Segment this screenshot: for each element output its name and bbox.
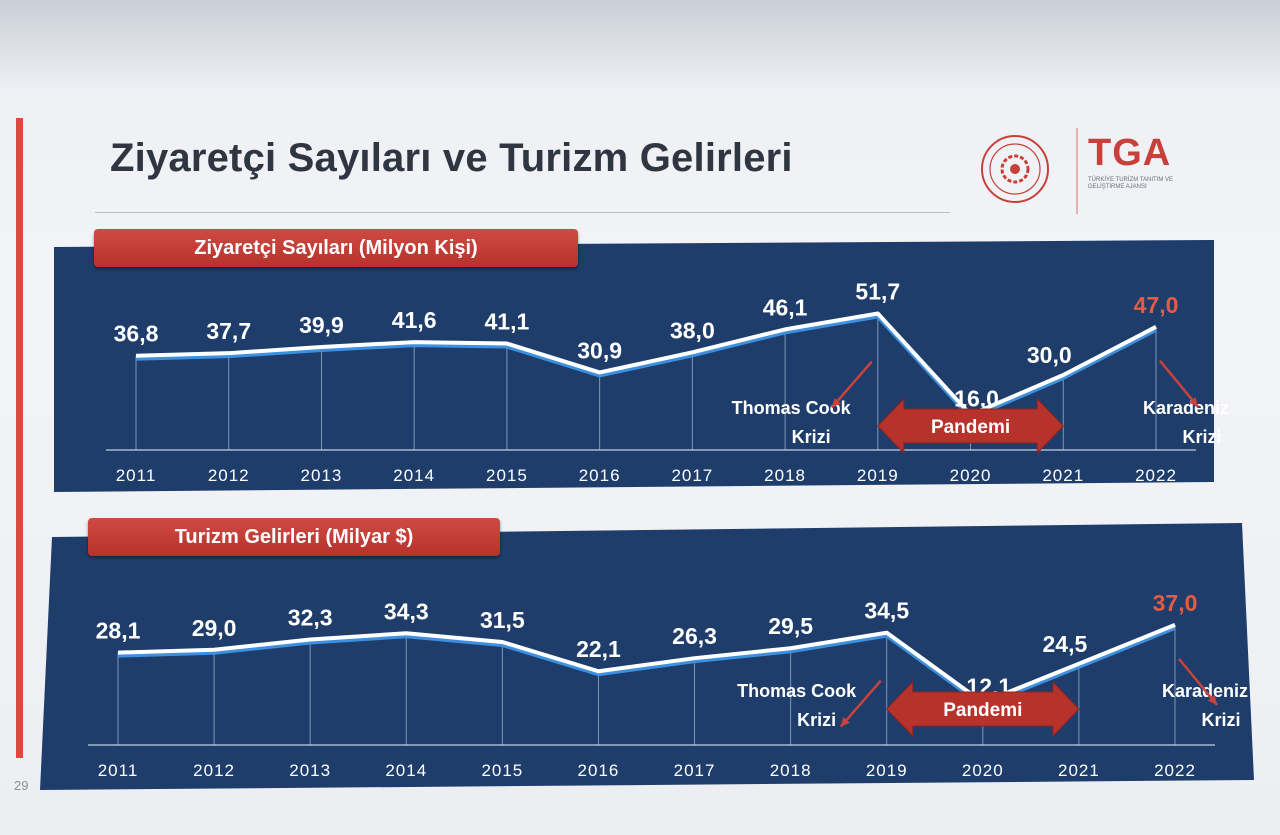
x-tick-label: 2017 bbox=[674, 761, 716, 780]
x-tick-label: 2014 bbox=[385, 761, 427, 780]
data-label: 29,0 bbox=[192, 615, 237, 641]
x-tick-label: 2017 bbox=[671, 466, 713, 485]
data-label: 37,7 bbox=[206, 318, 251, 344]
pandemi-arrow bbox=[886, 680, 1080, 738]
tga-logo-text: TGA bbox=[1088, 132, 1172, 174]
data-label: 26,3 bbox=[672, 623, 717, 649]
data-label: 38,0 bbox=[670, 317, 715, 343]
karadeniz-arrow bbox=[1159, 360, 1199, 408]
thomas-cook-arrow-head bbox=[831, 397, 842, 408]
data-label: 22,1 bbox=[576, 636, 621, 662]
revenue-chart-title: Turizm Gelirleri (Milyar $) bbox=[88, 518, 500, 556]
data-label: 30,0 bbox=[1027, 342, 1072, 368]
data-label: 51,7 bbox=[855, 279, 900, 305]
data-label: 36,8 bbox=[114, 321, 159, 347]
tga-logo-subtitle: TÜRKİYE TURİZM TANITIM VE GELİŞTİRME AJA… bbox=[1088, 177, 1174, 190]
annotation-thomas-cook: Thomas Cook bbox=[732, 398, 852, 418]
x-tick-label: 2016 bbox=[579, 466, 621, 485]
data-label: 29,5 bbox=[768, 613, 813, 639]
x-tick-label: 2015 bbox=[481, 761, 523, 780]
x-tick-label: 2011 bbox=[116, 466, 157, 485]
data-label: 37,0 bbox=[1153, 590, 1198, 616]
x-tick-label: 2013 bbox=[301, 466, 343, 485]
visitors-chart-title: Ziyaretçi Sayıları (Milyon Kişi) bbox=[94, 229, 578, 267]
x-tick-label: 2020 bbox=[950, 466, 992, 485]
annotation-karadeniz-krizi: Krizi bbox=[1201, 710, 1240, 730]
annotation-pandemi: Pandemi bbox=[943, 700, 1022, 721]
x-tick-label: 2022 bbox=[1135, 466, 1177, 485]
x-tick-label: 2014 bbox=[393, 466, 435, 485]
pandemi-arrow bbox=[877, 397, 1064, 455]
x-tick-label: 2019 bbox=[866, 761, 908, 780]
x-tick-label: 2020 bbox=[962, 761, 1004, 780]
annotation-karadeniz: Karadeniz bbox=[1143, 398, 1229, 418]
x-tick-label: 2012 bbox=[208, 466, 250, 485]
x-tick-label: 2022 bbox=[1154, 761, 1196, 780]
series-line bbox=[135, 311, 1157, 417]
data-label: 31,5 bbox=[480, 607, 525, 633]
data-label: 41,6 bbox=[392, 307, 437, 333]
annotation-pandemi: Pandemi bbox=[931, 417, 1010, 438]
annotation-karadeniz-krizi: Krizi bbox=[1182, 427, 1221, 447]
x-tick-label: 2018 bbox=[764, 466, 806, 485]
data-label: 39,9 bbox=[299, 312, 344, 338]
x-tick-label: 2021 bbox=[1058, 761, 1100, 780]
tga-logo: TGA TÜRKİYE TURİZM TANITIM VE GELİŞTİRME… bbox=[1088, 132, 1208, 207]
annotation-thomas-cook-krizi: Krizi bbox=[797, 710, 836, 730]
x-tick-label: 2016 bbox=[578, 761, 620, 780]
karadeniz-arrow-head bbox=[1207, 695, 1217, 705]
x-tick-label: 2019 bbox=[857, 466, 899, 485]
ministry-seal-logo bbox=[981, 135, 1049, 203]
data-label: 47,0 bbox=[1134, 292, 1179, 318]
data-label: 41,1 bbox=[485, 309, 530, 335]
thomas-cook-arrow-head bbox=[840, 717, 850, 727]
thomas-cook-arrow bbox=[839, 679, 882, 728]
karadeniz-arrow bbox=[1178, 658, 1218, 706]
page-number: 29 bbox=[14, 778, 29, 793]
page-title: Ziyaretçi Sayıları ve Turizm Gelirleri bbox=[110, 136, 793, 180]
x-tick-label: 2013 bbox=[289, 761, 331, 780]
x-tick-label: 2012 bbox=[193, 761, 235, 780]
data-label: 46,1 bbox=[763, 294, 808, 320]
x-tick-label: 2011 bbox=[98, 761, 139, 780]
data-label: 32,3 bbox=[288, 605, 333, 631]
logo-separator bbox=[1076, 128, 1078, 214]
data-label: 16,0 bbox=[954, 386, 999, 412]
thomas-cook-arrow bbox=[830, 360, 873, 409]
accent-bar bbox=[16, 118, 23, 758]
title-divider bbox=[95, 212, 950, 213]
data-label: 34,5 bbox=[864, 598, 909, 624]
annotation-thomas-cook-krizi: Krizi bbox=[792, 427, 831, 447]
x-tick-label: 2018 bbox=[770, 761, 812, 780]
x-tick-label: 2021 bbox=[1042, 466, 1084, 485]
data-label: 30,9 bbox=[577, 337, 622, 363]
karadeniz-arrow-head bbox=[1188, 397, 1198, 407]
data-label: 34,3 bbox=[384, 598, 429, 624]
annotation-thomas-cook: Thomas Cook bbox=[737, 681, 857, 701]
x-tick-label: 2015 bbox=[486, 466, 528, 485]
data-label: 24,5 bbox=[1043, 631, 1088, 657]
data-label: 28,1 bbox=[96, 618, 141, 644]
